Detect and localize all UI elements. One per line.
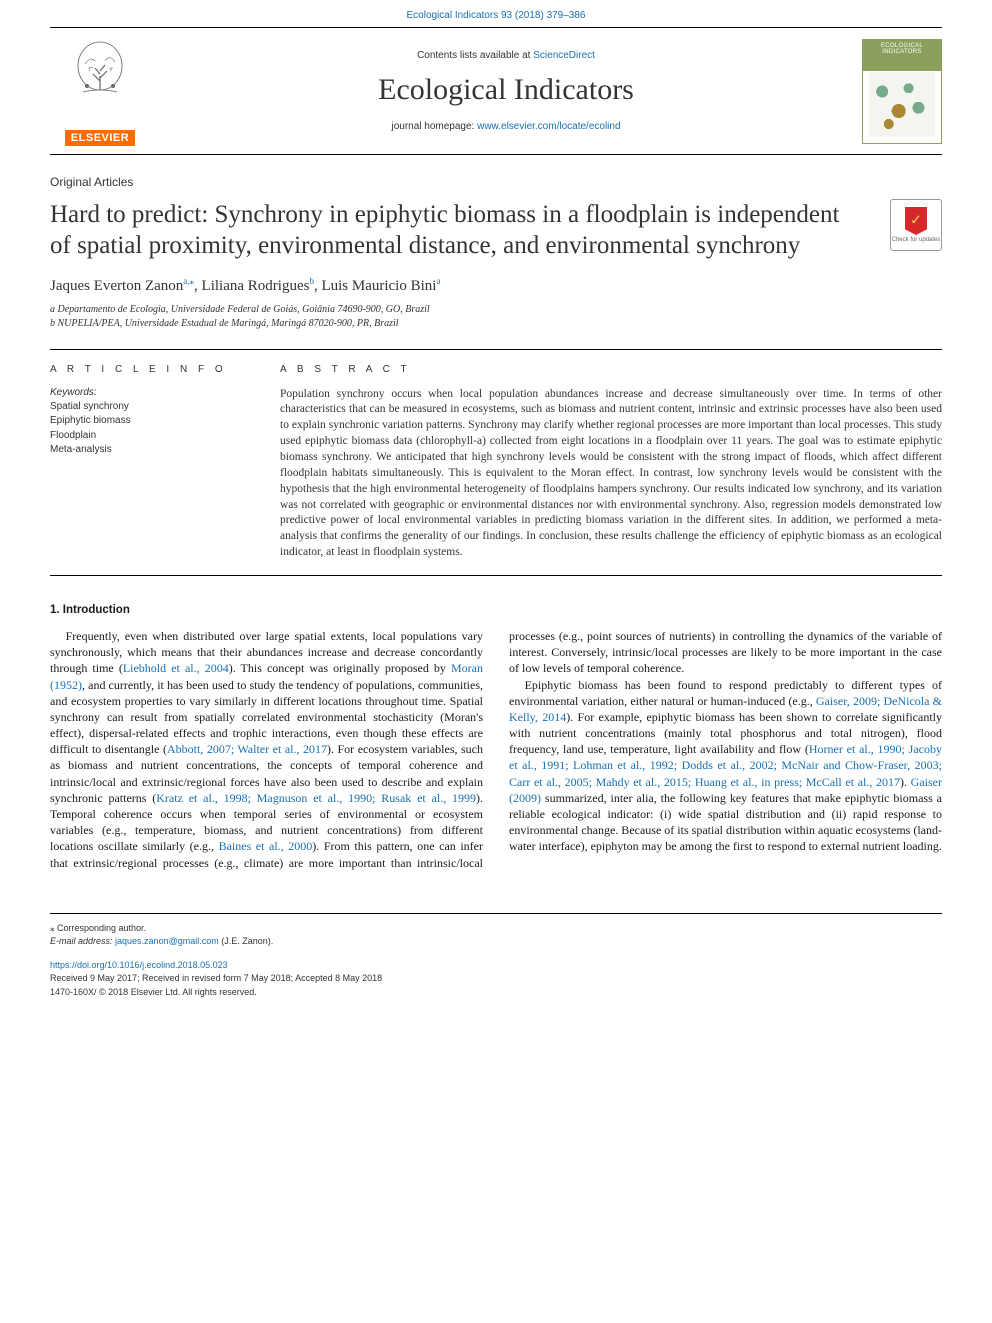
abstract-heading: A B S T R A C T bbox=[280, 364, 942, 375]
top-banner: Ecological Indicators 93 (2018) 379–386 bbox=[0, 0, 992, 27]
article-type: Original Articles bbox=[50, 175, 942, 189]
keywords-list: Spatial synchrony Epiphytic biomass Floo… bbox=[50, 400, 250, 458]
keyword: Floodplain bbox=[50, 429, 250, 444]
author-3: , Luis Mauricio Bini bbox=[314, 278, 437, 294]
journal-name: Ecological Indicators bbox=[150, 73, 862, 107]
keywords-label: Keywords: bbox=[50, 387, 250, 398]
doi-line: https://doi.org/10.1016/j.ecolind.2018.0… bbox=[50, 959, 942, 973]
copyright-line: 1470-160X/ © 2018 Elsevier Ltd. All righ… bbox=[50, 986, 942, 1000]
article-title: Hard to predict: Synchrony in epiphytic … bbox=[50, 199, 860, 262]
intro-heading: 1. Introduction bbox=[50, 604, 942, 616]
contents-prefix: Contents lists available at bbox=[417, 50, 533, 61]
affiliations: a Departamento de Ecologia, Universidade… bbox=[50, 303, 942, 331]
sciencedirect-link[interactable]: ScienceDirect bbox=[533, 50, 595, 61]
divider-top bbox=[50, 349, 942, 350]
cite-link[interactable]: Abbott, 2007; Walter et al., 2017 bbox=[167, 742, 327, 756]
info-abstract-row: A R T I C L E I N F O Keywords: Spatial … bbox=[50, 364, 942, 561]
homepage-prefix: journal homepage: bbox=[391, 121, 477, 132]
intro-para-2: Epiphytic biomass has been found to resp… bbox=[509, 677, 942, 855]
intro-columns: Frequently, even when distributed over l… bbox=[50, 628, 942, 871]
homepage-link[interactable]: www.elsevier.com/locate/ecolind bbox=[477, 121, 620, 132]
article-info-column: A R T I C L E I N F O Keywords: Spatial … bbox=[50, 364, 250, 561]
doi-link[interactable]: https://doi.org/10.1016/j.ecolind.2018.0… bbox=[50, 960, 228, 970]
elsevier-tree-icon bbox=[65, 36, 135, 106]
check-for-updates-badge[interactable]: Check for updates bbox=[890, 199, 942, 251]
email-link[interactable]: jaques.zanon@gmail.com bbox=[115, 936, 219, 946]
email-suffix: (J.E. Zanon). bbox=[219, 936, 274, 946]
homepage-line: journal homepage: www.elsevier.com/locat… bbox=[150, 121, 862, 132]
keyword: Spatial synchrony bbox=[50, 400, 250, 415]
author-2: , Liliana Rodrigues bbox=[194, 278, 309, 294]
keyword: Epiphytic biomass bbox=[50, 414, 250, 429]
elsevier-wordmark: ELSEVIER bbox=[65, 130, 135, 146]
check-updates-label: Check for updates bbox=[892, 237, 941, 243]
cover-label: ECOLOGICAL INDICATORS bbox=[863, 43, 941, 55]
contents-available-line: Contents lists available at ScienceDirec… bbox=[150, 50, 862, 61]
journal-cover-thumbnail: ECOLOGICAL INDICATORS bbox=[862, 39, 942, 144]
divider-bottom bbox=[50, 575, 942, 576]
journal-ref-link[interactable]: Ecological Indicators 93 (2018) 379–386 bbox=[406, 10, 585, 21]
article-body: Original Articles Hard to predict: Synch… bbox=[0, 155, 992, 891]
crossmark-icon bbox=[905, 207, 927, 235]
keyword: Meta-analysis bbox=[50, 443, 250, 458]
authors-line: Jaques Everton Zanona,⁎, Liliana Rodrigu… bbox=[50, 276, 942, 295]
title-row: Hard to predict: Synchrony in epiphytic … bbox=[50, 199, 942, 276]
affiliation-b: b NUPELIA/PEA, Universidade Estadual de … bbox=[50, 317, 942, 331]
publisher-logo-block: ELSEVIER bbox=[50, 36, 150, 146]
affiliation-a: a Departamento de Ecologia, Universidade… bbox=[50, 303, 942, 317]
author-3-aff[interactable]: a bbox=[436, 276, 440, 286]
cite-link[interactable]: Liebhold et al., 2004 bbox=[123, 661, 229, 675]
cite-link[interactable]: Baines et al., 2000 bbox=[219, 839, 313, 853]
journal-header: ELSEVIER Contents lists available at Sci… bbox=[50, 27, 942, 155]
corresponding-author: ⁎ Corresponding author. bbox=[50, 922, 942, 936]
article-info-heading: A R T I C L E I N F O bbox=[50, 364, 250, 375]
abstract-column: A B S T R A C T Population synchrony occ… bbox=[280, 364, 942, 561]
header-center: Contents lists available at ScienceDirec… bbox=[150, 50, 862, 132]
email-line: E-mail address: jaques.zanon@gmail.com (… bbox=[50, 935, 942, 949]
received-line: Received 9 May 2017; Received in revised… bbox=[50, 972, 942, 986]
cite-link[interactable]: Kratz et al., 1998; Magnuson et al., 199… bbox=[156, 791, 476, 805]
footer: ⁎ Corresponding author. E-mail address: … bbox=[50, 913, 942, 1000]
email-label: E-mail address: bbox=[50, 936, 115, 946]
author-1: Jaques Everton Zanon bbox=[50, 278, 183, 294]
abstract-text: Population synchrony occurs when local p… bbox=[280, 387, 942, 561]
